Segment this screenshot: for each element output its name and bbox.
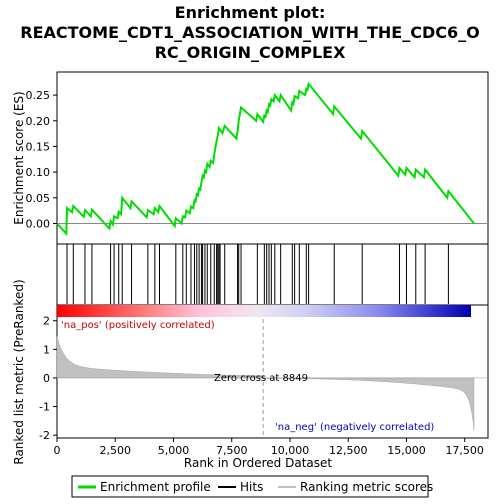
- top-y-tick-label: 0.05: [26, 192, 51, 205]
- es-layer: [56, 81, 488, 237]
- bottom-y-tick-label: -2: [39, 429, 50, 442]
- top-y-tick-label: 0.00: [26, 217, 51, 230]
- axis-layer: 0.00 0.05 0.10 0.15 0.20 0.25 -2 -1 0 1 2 0 2,500 5,0…: [26, 89, 484, 457]
- neg-correlated-label: 'na_neg' (negatively correlated): [275, 422, 434, 433]
- es-profile-line: [56, 81, 475, 237]
- legend-label-enrichment: Enrichment profile: [100, 480, 211, 494]
- rank-color-bar: [57, 305, 471, 317]
- legend-label-hits: Hits: [240, 480, 263, 494]
- x-tick-label: 17,500: [445, 444, 484, 457]
- top-y-tick-label: 0.10: [26, 166, 51, 179]
- bottom-y-axis-label: Ranked list metric (PreRanked): [12, 279, 26, 464]
- x-tick-label: 2,500: [99, 444, 131, 457]
- metric-layer: [56, 319, 488, 438]
- chart-title-line-3: RC_ORIGIN_COMPLEX: [155, 43, 347, 62]
- legend-box: [71, 475, 429, 498]
- es-panel: [56, 71, 489, 245]
- legend-label-ranking: Ranking metric scores: [300, 480, 433, 494]
- bottom-y-tick-label: 2: [43, 315, 50, 328]
- x-tick-label: 12,500: [329, 444, 368, 457]
- x-tick-label: 7,500: [216, 444, 248, 457]
- hits-layer: [66, 244, 449, 304]
- x-tick-label: 10,000: [271, 444, 310, 457]
- top-y-tick-label: 0.15: [26, 140, 51, 153]
- x-axis-label: Rank in Ordered Dataset: [184, 456, 332, 470]
- bottom-y-tick-label: -1: [39, 401, 50, 414]
- top-y-tick-label: 0.20: [26, 115, 51, 128]
- bottom-y-tick-label: 1: [43, 343, 50, 356]
- pos-correlated-label: 'na_pos' (positively correlated): [61, 320, 215, 331]
- chart-title-line-2: REACTOME_CDT1_ASSOCIATION_WITH_THE_CDC6_…: [20, 23, 479, 42]
- metric-area: [56, 336, 475, 431]
- chart-title-line-1: Enrichment plot:: [175, 3, 326, 22]
- x-tick-label: 0: [54, 444, 61, 457]
- hits-panel: [56, 243, 489, 306]
- top-y-axis-label: Enrichment score (ES): [12, 91, 26, 224]
- x-tick-label: 5,000: [158, 444, 190, 457]
- top-y-tick-label: 0.25: [26, 89, 51, 102]
- zero-cross-label: Zero cross at 8849: [214, 373, 308, 384]
- bottom-y-tick-label: 0: [43, 372, 50, 385]
- x-tick-label: 15,000: [387, 444, 426, 457]
